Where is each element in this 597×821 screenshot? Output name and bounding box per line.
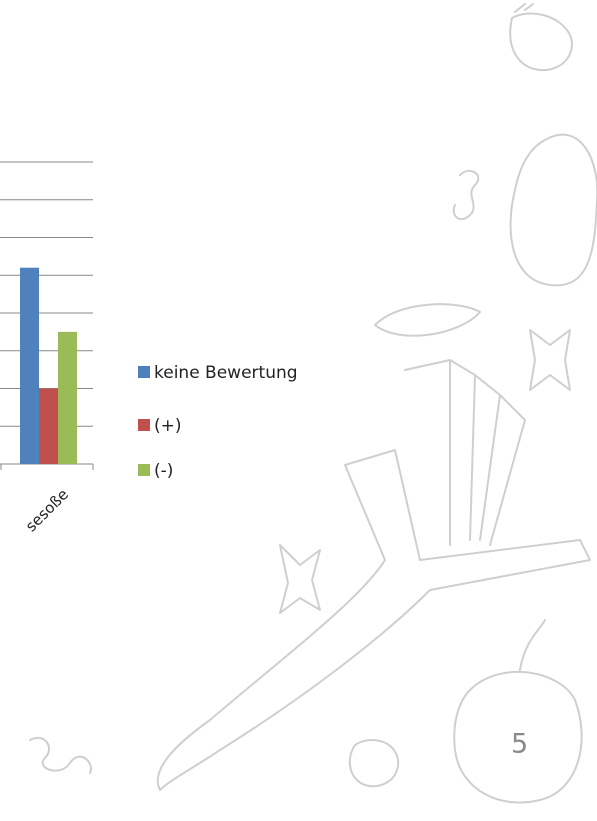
plot-area: sesoße	[0, 161, 94, 535]
bar	[39, 388, 58, 464]
bar	[58, 331, 77, 464]
legend-label: keine Bewertung	[154, 363, 298, 383]
legend: keine Bewertung (+) (-)	[138, 363, 298, 481]
legend-label: (-)	[154, 461, 173, 481]
page-number: 5	[511, 729, 528, 760]
bar	[20, 267, 39, 464]
legend-label: (+)	[154, 416, 182, 436]
legend-swatch	[138, 366, 150, 378]
food-doodles	[29, 3, 597, 804]
legend-swatch	[138, 419, 150, 431]
legend-swatch	[138, 464, 150, 476]
x-tick-label: sesoße	[22, 485, 72, 535]
